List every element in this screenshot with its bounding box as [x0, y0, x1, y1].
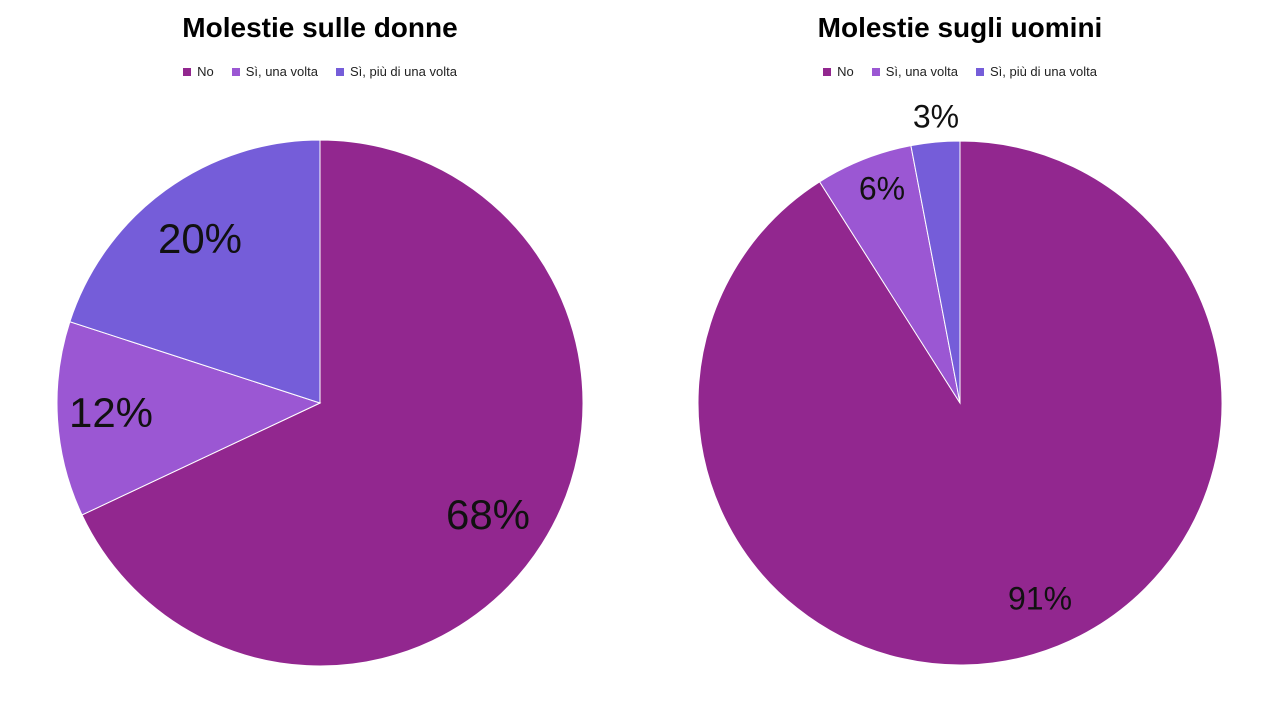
chart-title: Molestie sugli uomini [817, 12, 1103, 43]
data-label: 91% [1008, 580, 1072, 616]
pie-chart-uomini: Molestie sugli uomini No Sì, una volta S… [640, 0, 1280, 720]
legend: No Sì, una volta Sì, più di una volta [640, 64, 1280, 79]
data-label: 6% [859, 170, 905, 206]
legend-item-si-una-volta: Sì, una volta [871, 64, 958, 79]
legend-swatch [975, 67, 984, 76]
legend-item-no: No [823, 64, 854, 79]
data-label: 12% [69, 389, 153, 436]
pie-slice [81, 139, 584, 667]
legend-swatch [823, 67, 832, 76]
legend-swatch [183, 67, 192, 76]
legend-swatch [231, 67, 240, 76]
pie-plot: 91% 6%3% [697, 98, 1223, 666]
chart-title: Molestie sulle donne [182, 12, 458, 43]
data-label: 20% [158, 215, 242, 262]
legend-label: Sì, una volta [245, 64, 318, 79]
legend-swatch [335, 67, 344, 76]
pie-slice [56, 321, 322, 516]
legend-label: Sì, più di una volta [349, 64, 457, 79]
legend: No Sì, una volta Sì, più di una volta [0, 64, 640, 79]
legend-swatch [871, 67, 880, 76]
legend-label: Sì, una volta [885, 64, 958, 79]
pie-plot: 68% 12% 20% [56, 139, 584, 667]
legend-item-no: No [183, 64, 214, 79]
legend-label: No [197, 64, 214, 79]
pie-slice [69, 139, 321, 404]
data-label: 68% [446, 491, 530, 538]
pie-chart-donne: Molestie sulle donne No Sì, una volta Sì… [0, 12, 640, 667]
legend-item-si-piu-volte: Sì, più di una volta [975, 64, 1097, 79]
data-label: 3% [913, 98, 959, 134]
legend-item-si-piu-volte: Sì, più di una volta [335, 64, 457, 79]
pie-slice [910, 140, 961, 404]
legend-item-si-una-volta: Sì, una volta [231, 64, 318, 79]
legend-label: Sì, più di una volta [989, 64, 1097, 79]
legend-label: No [837, 64, 854, 79]
